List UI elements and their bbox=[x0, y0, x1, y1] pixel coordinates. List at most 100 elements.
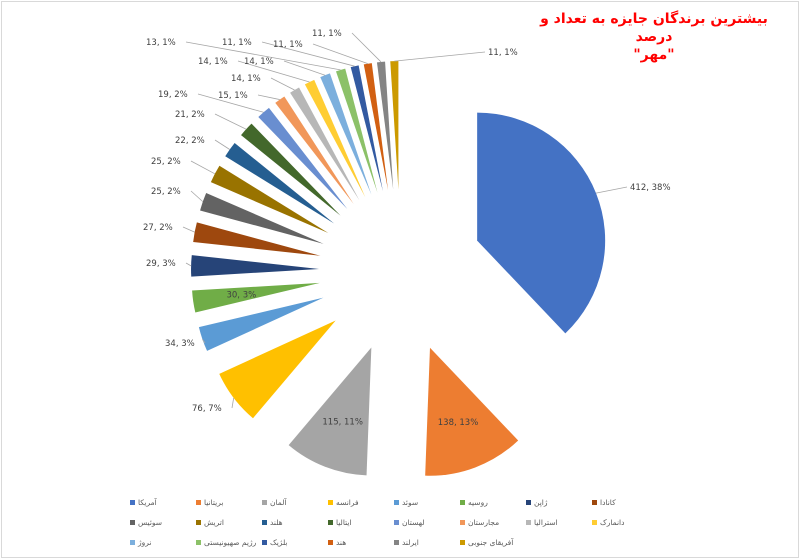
pie-slice bbox=[304, 79, 366, 198]
legend-label: ایتالیا bbox=[336, 517, 352, 527]
legend-swatch-icon bbox=[328, 519, 333, 525]
data-label: 22, 2% bbox=[175, 136, 205, 146]
legend-swatch-icon bbox=[394, 499, 399, 505]
legend-label: ایرلند bbox=[402, 537, 419, 547]
legend-swatch-icon bbox=[262, 519, 267, 525]
leader-line bbox=[190, 160, 216, 175]
leader-line bbox=[351, 32, 382, 63]
legend-swatch-icon bbox=[460, 499, 465, 505]
legend-item[interactable]: نروژ bbox=[130, 532, 196, 552]
legend-swatch-icon bbox=[592, 519, 597, 525]
legend-label: آمریکا bbox=[138, 497, 157, 507]
leader-line bbox=[190, 190, 204, 202]
leader-line bbox=[237, 60, 310, 83]
data-label: 27, 2% bbox=[143, 223, 173, 233]
leader-line bbox=[214, 139, 230, 150]
legend-label: نروژ bbox=[138, 537, 152, 547]
legend-row: سوئیس اتریش هلند ایتالیا لهستان مجارستان استرا… bbox=[130, 512, 670, 532]
legend-item[interactable]: رژیم صهیونیستی bbox=[196, 532, 262, 552]
legend-swatch-icon bbox=[592, 499, 597, 505]
leader-line bbox=[231, 397, 235, 409]
pie-slice bbox=[288, 347, 372, 476]
legend-item[interactable]: دانمارک bbox=[592, 512, 658, 532]
data-label: 25, 2% bbox=[151, 187, 181, 197]
data-label: 14, 1% bbox=[244, 57, 274, 67]
legend-swatch-icon bbox=[328, 499, 333, 505]
pie-slice bbox=[225, 143, 335, 224]
legend-label: آلمان bbox=[270, 497, 287, 507]
pie-slice bbox=[219, 320, 336, 419]
pie-slice bbox=[425, 347, 519, 476]
data-label: 15, 1% bbox=[218, 91, 248, 101]
legend-label: کانادا bbox=[600, 497, 616, 507]
data-label: 13, 1% bbox=[146, 38, 176, 48]
legend-item[interactable]: استرالیا bbox=[526, 512, 592, 532]
legend-item[interactable]: آفریقای جنوبی bbox=[460, 532, 526, 552]
pie-slice bbox=[241, 123, 341, 216]
leader-line bbox=[312, 43, 368, 65]
legend-item[interactable]: آمریکا bbox=[130, 492, 196, 512]
legend-label: لهستان bbox=[402, 517, 425, 527]
data-label: 11, 1% bbox=[312, 29, 342, 39]
legend-item[interactable]: بریتانیا bbox=[196, 492, 262, 512]
legend-swatch-icon bbox=[460, 539, 465, 545]
pie-slice bbox=[191, 255, 320, 277]
legend-label: بلژیک bbox=[270, 537, 288, 547]
legend-swatch-icon bbox=[196, 519, 201, 525]
leader-line bbox=[394, 51, 486, 62]
legend-item[interactable]: آلمان bbox=[262, 492, 328, 512]
data-label: 25, 2% bbox=[151, 157, 181, 167]
chart-legend: آمریکا بریتانیا آلمان فرانسه سوئد روسیه ژاپن کا… bbox=[130, 492, 670, 552]
leader-line bbox=[283, 60, 326, 76]
legend-swatch-icon bbox=[328, 539, 333, 545]
pie-slice bbox=[275, 96, 354, 205]
chart-title: بیشترین برندگان جایزه به تعداد و درصد "م… bbox=[524, 10, 784, 64]
legend-label: هند bbox=[336, 537, 347, 547]
legend-label: هلند bbox=[270, 517, 283, 527]
data-label: 138, 13% bbox=[438, 418, 479, 428]
legend-item[interactable]: روسیه bbox=[460, 492, 526, 512]
legend-item[interactable]: سوئد bbox=[394, 492, 460, 512]
legend-swatch-icon bbox=[526, 519, 531, 525]
data-label: 29, 3% bbox=[146, 259, 176, 269]
chart-title-line2: "مهر" bbox=[633, 47, 675, 63]
data-label: 76, 7% bbox=[192, 404, 222, 414]
leader-line bbox=[197, 93, 264, 113]
legend-item[interactable]: هلند bbox=[262, 512, 328, 532]
legend-row: آمریکا بریتانیا آلمان فرانسه سوئد روسیه ژاپن کا… bbox=[130, 492, 670, 512]
legend-item[interactable]: لهستان bbox=[394, 512, 460, 532]
legend-item[interactable]: ایرلند bbox=[394, 532, 460, 552]
leader-line bbox=[270, 77, 295, 91]
legend-swatch-icon bbox=[130, 539, 135, 545]
data-label: 412, 38% bbox=[630, 183, 671, 193]
legend-swatch-icon bbox=[526, 499, 531, 505]
legend-item[interactable]: فرانسه bbox=[328, 492, 394, 512]
leader-line bbox=[257, 94, 280, 100]
pie-slice bbox=[477, 112, 606, 334]
legend-swatch-icon bbox=[130, 519, 135, 525]
legend-item[interactable]: ژاپن bbox=[526, 492, 592, 512]
legend-swatch-icon bbox=[196, 539, 201, 545]
legend-label: فرانسه bbox=[336, 497, 359, 507]
legend-item[interactable]: هند bbox=[328, 532, 394, 552]
data-label: 115, 11% bbox=[322, 417, 363, 427]
data-label: 11, 1% bbox=[488, 48, 518, 58]
data-label: 11, 1% bbox=[222, 38, 252, 48]
legend-label: بریتانیا bbox=[204, 497, 224, 507]
legend-item[interactable]: اتریش bbox=[196, 512, 262, 532]
legend-item[interactable]: کانادا bbox=[592, 492, 658, 512]
pie-slice bbox=[363, 63, 389, 191]
legend-item[interactable]: سوئیس bbox=[130, 512, 196, 532]
legend-item[interactable]: ایتالیا bbox=[328, 512, 394, 532]
legend-item[interactable]: مجارستان bbox=[460, 512, 526, 532]
legend-label: ژاپن bbox=[534, 497, 548, 507]
leader-line bbox=[595, 186, 628, 194]
legend-item[interactable]: بلژیک bbox=[262, 532, 328, 552]
leader-line bbox=[261, 41, 355, 67]
data-label: 14, 1% bbox=[198, 57, 228, 67]
data-label: 30, 3% bbox=[226, 290, 256, 300]
data-label: 19, 2% bbox=[158, 90, 188, 100]
pie-slice bbox=[193, 222, 321, 256]
